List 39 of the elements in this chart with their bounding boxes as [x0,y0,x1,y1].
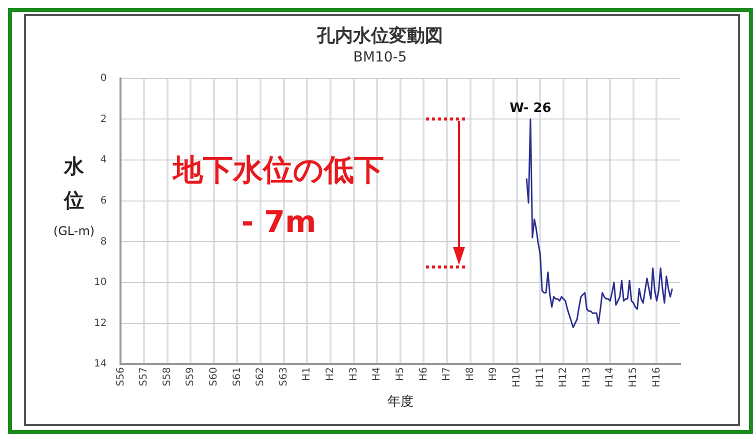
annotation: W- 26 [510,101,552,116]
y-tick-label: 4 [100,154,107,166]
annotation: - 7m [241,205,316,240]
x-tick-label: S58 [162,367,173,386]
x-tick-label: S56 [115,367,126,386]
x-tick-label: H5 [394,367,406,382]
y-tick-label: 12 [94,318,107,329]
x-tick-label: H1 [302,367,313,382]
y-tick-label: 8 [100,236,107,248]
x-tick-label: H16 [651,367,662,388]
y-axis-title: 水位(GL-m) [53,154,95,238]
x-tick-label: H14 [604,367,616,388]
y-tick-label: 14 [94,358,107,370]
x-tick-label: H3 [348,367,360,382]
x-tick-label: S57 [138,367,150,386]
x-tick-label: S60 [208,367,220,386]
x-tick-label: H4 [372,367,383,382]
x-tick-label: H2 [325,367,336,382]
y-tick-label: 0 [100,72,107,84]
x-tick-label: H13 [581,367,592,388]
y-tick-label: 2 [100,114,107,125]
y-tick-label: 6 [100,195,107,206]
x-tick-label: H8 [464,367,476,382]
x-tick-label: S59 [185,367,196,386]
y-tick-label: 10 [94,277,107,288]
x-tick-label: H10 [511,367,522,388]
annotation: 地下水位の低下 [171,153,384,188]
x-tick-label: H11 [534,367,546,388]
x-tick-label: S61 [232,367,243,386]
x-axis-title: 年度 [387,394,414,410]
x-tick-label: H7 [442,367,453,382]
x-tick-label: S62 [255,367,266,386]
x-tick-label: H15 [628,367,639,388]
chart-title: 孔内水位変動図 [316,25,443,46]
x-tick-label: H12 [558,367,570,388]
x-tick-label: H9 [488,367,500,382]
chart-subtitle: BM10-5 [353,50,407,66]
x-tick-label: H6 [418,367,430,382]
x-tick-label: S63 [278,367,290,386]
